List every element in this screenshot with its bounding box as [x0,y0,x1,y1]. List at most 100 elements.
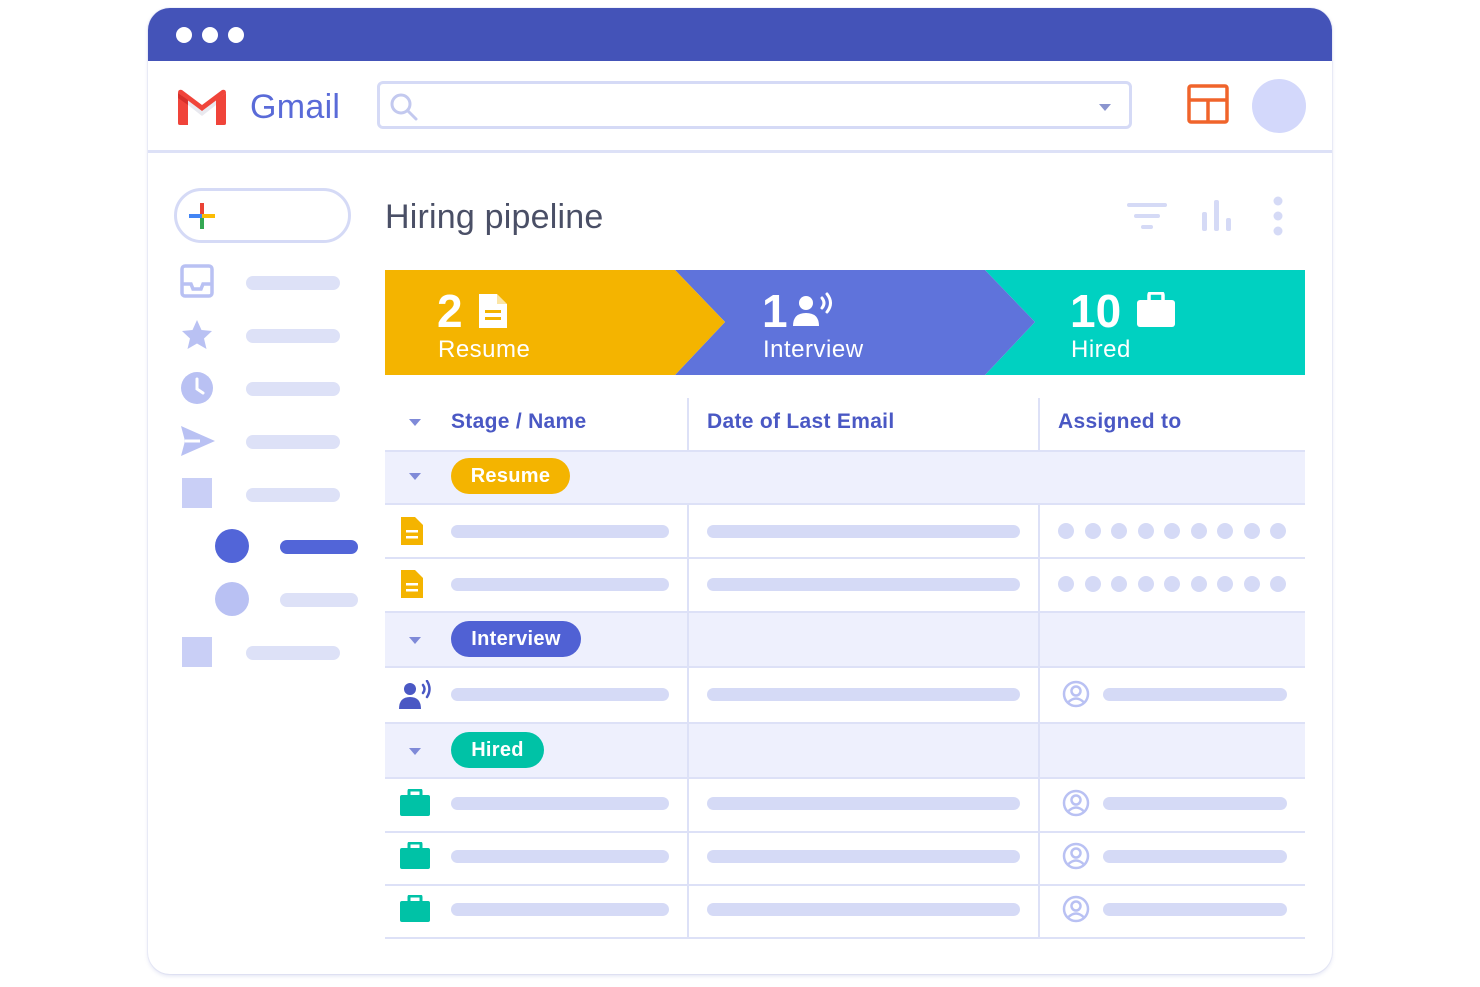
column-header-assigned-to[interactable]: Assigned to [1058,410,1182,433]
stage-pill-hired: Hired [451,732,544,768]
bar-chart-icon[interactable] [1199,198,1235,234]
column-divider [687,505,689,938]
briefcase-icon [400,789,430,816]
pipeline-arrows [385,270,1305,375]
group-row-hired[interactable]: Hired [385,724,1305,778]
nav-subitem-active[interactable] [280,540,358,554]
table-row[interactable] [385,886,1305,938]
search-options-chevron-down-icon[interactable] [1099,104,1111,111]
row-divider [385,450,1305,452]
search-bar[interactable] [377,81,1132,129]
chevron-down-icon[interactable] [409,748,421,755]
row-divider [385,831,1305,833]
candidate-name-placeholder [451,797,669,810]
document-icon [479,294,507,328]
sublabel-dot-icon[interactable] [215,582,249,616]
row-divider [385,611,1305,613]
assignee-name-placeholder [1103,688,1287,701]
inbox-icon[interactable] [180,264,214,298]
pipeline-table: Stage / Name Date of Last Email Assigned… [385,398,1305,948]
nav-item-sent[interactable] [246,435,340,449]
column-header-stage-name[interactable]: Stage / Name [451,410,587,433]
assignee-name-placeholder [1103,903,1287,916]
assignee-name-placeholder [1103,850,1287,863]
more-vertical-icon[interactable] [1268,196,1288,236]
nav-item-snoozed[interactable] [246,382,340,396]
stage-pill-resume: Resume [451,458,570,494]
table-row[interactable] [385,559,1305,611]
assignee-dots-placeholder [1058,576,1297,597]
person-circle-icon [1062,895,1090,923]
sublabel-dot-icon[interactable] [215,529,249,563]
last-email-date-placeholder [707,578,1020,591]
collapse-all-chevron-down-icon[interactable] [409,419,421,426]
row-divider [385,666,1305,668]
last-email-date-placeholder [707,850,1020,863]
interview-icon [399,680,431,709]
window-control-dot[interactable] [202,27,218,43]
search-icon[interactable] [388,91,420,123]
briefcase-icon [400,842,430,869]
assignee-name-placeholder [1103,797,1287,810]
clock-icon[interactable] [180,371,214,405]
column-header-date-last-email[interactable]: Date of Last Email [707,410,895,433]
row-divider [385,884,1305,886]
nav-item-inbox[interactable] [246,276,340,290]
candidate-name-placeholder [451,850,669,863]
layout-panel-icon[interactable] [1186,83,1230,127]
pipeline-stage-resume[interactable]: 2 Resume [385,270,685,375]
column-divider [687,398,689,450]
nav-subitem[interactable] [280,593,358,607]
gmail-logo-icon[interactable] [174,87,230,129]
chevron-down-icon[interactable] [409,473,421,480]
gmail-header: Gmail [148,61,1332,153]
last-email-date-placeholder [707,903,1020,916]
row-divider [385,722,1305,724]
table-row[interactable] [385,833,1305,885]
stage-resume-segment [385,270,725,375]
gmail-wordmark: Gmail [250,88,341,126]
nav-item-label[interactable] [246,488,340,502]
star-icon[interactable] [180,318,214,352]
browser-window: Gmail [148,8,1332,974]
row-divider [385,557,1305,559]
row-divider [385,777,1305,779]
label-square-icon[interactable] [182,478,212,508]
group-row-interview[interactable]: Interview [385,613,1305,667]
search-input[interactable] [426,90,1066,120]
pipeline-banner: 2 Resume 1 Interview 10 [385,270,1305,375]
interview-icon [793,292,832,326]
document-icon [401,517,423,545]
chevron-down-icon[interactable] [409,637,421,644]
user-avatar[interactable] [1252,79,1306,133]
compose-button[interactable] [174,188,351,243]
window-control-dot[interactable] [228,27,244,43]
assignee-dots-placeholder [1058,523,1297,544]
send-icon[interactable] [180,424,216,458]
filter-icon[interactable] [1126,200,1168,232]
window-control-dot[interactable] [176,27,192,43]
row-divider [385,503,1305,505]
column-divider [1038,398,1040,450]
label-square-icon[interactable] [182,637,212,667]
table-row[interactable] [385,779,1305,831]
column-divider [1038,505,1040,938]
pipeline-stage-hired[interactable]: 10 Hired [1035,270,1305,375]
stage-interview-segment [675,270,1035,375]
candidate-name-placeholder [451,525,669,538]
briefcase-icon [1137,292,1175,327]
document-icon [401,570,423,598]
window-titlebar [148,8,1332,61]
nav-item-label[interactable] [246,646,340,660]
pipeline-stage-interview[interactable]: 1 Interview [725,270,985,375]
stage-pill-interview: Interview [451,621,581,657]
person-circle-icon [1062,680,1090,708]
stage-count: 1 [762,285,788,337]
table-row[interactable] [385,505,1305,557]
group-row-resume[interactable]: Resume [385,450,1305,503]
nav-item-starred[interactable] [246,329,340,343]
stage-count: 2 [437,285,463,337]
candidate-name-placeholder [451,688,669,701]
stage-count: 10 [1070,285,1122,337]
table-row[interactable] [385,668,1305,722]
